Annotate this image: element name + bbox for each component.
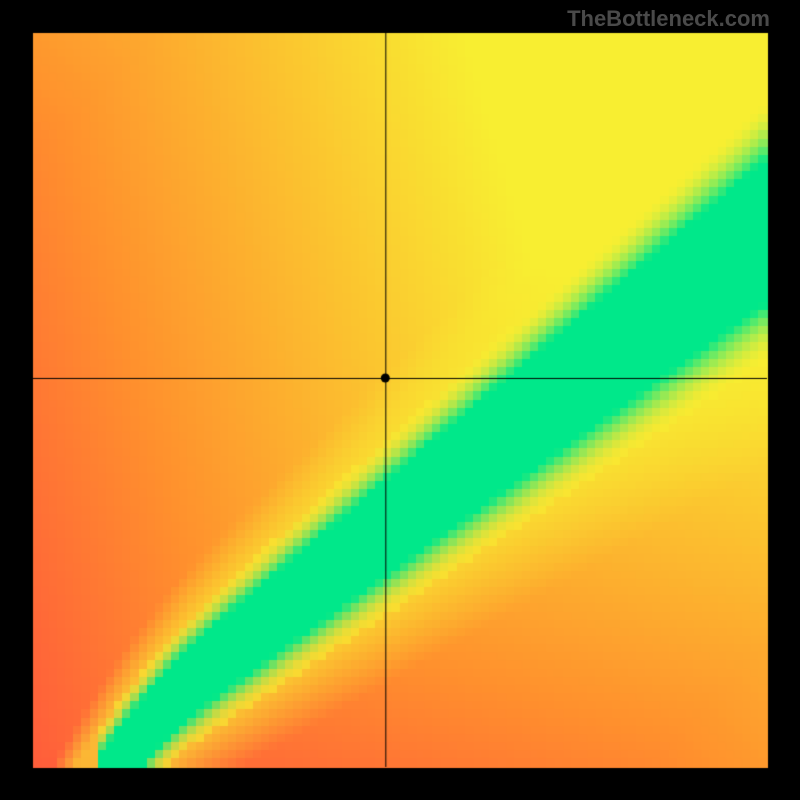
bottleneck-heatmap-chart <box>0 0 800 800</box>
watermark-text: TheBottleneck.com <box>567 6 770 32</box>
